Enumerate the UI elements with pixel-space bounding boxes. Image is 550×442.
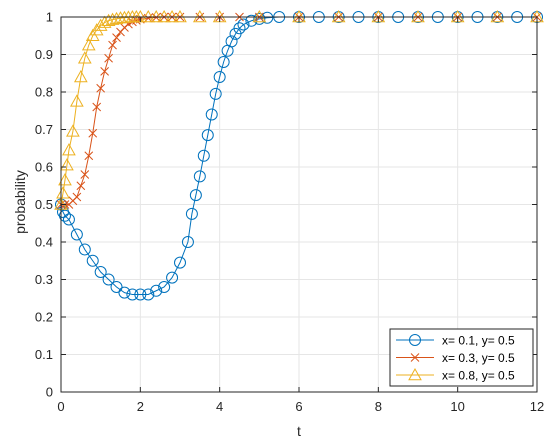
data-point [213,71,226,83]
y-axis-label: probability [12,170,28,234]
y-tick-label: 0.6 [35,160,53,175]
data-point [102,273,115,286]
data-point [490,9,505,23]
data-point [205,108,218,121]
data-point [73,69,88,83]
y-tick-label: 0.7 [35,122,53,137]
legend-label: x= 0.1, y= 0.5 [442,334,515,348]
data-point [66,124,80,137]
data-point [62,143,76,156]
data-point [142,288,155,301]
data-point [331,9,346,23]
y-tick-label: 0.2 [35,310,53,325]
data-point [77,51,92,64]
data-point [104,53,113,63]
data-point [86,254,99,267]
data-point [126,288,139,301]
data-point [110,281,123,293]
y-tick-label: 0.5 [35,197,53,212]
data-point [237,18,250,31]
data-point [201,129,214,142]
legend-marker [409,334,421,346]
data-point [88,128,98,138]
data-point [252,9,267,23]
plot-area: 0 2 4 6 8 10 12 0 0.1 0.2 0.3 0.4 0.5 0.6 0.7 0.8 0.9 1 [35,10,544,415]
legend: x= 0.1, y= 0.5 x= 0.3, y= 0.5 x= 0.8, y= 0… [389,328,534,387]
data-point [100,67,109,76]
data-point [209,87,222,100]
data-point [193,170,206,183]
data-point [112,33,121,42]
data-point [150,284,163,297]
data-point [181,236,194,248]
y-tick-label: 0.1 [35,347,53,362]
data-point [70,228,83,241]
data-point [96,83,106,93]
data-point [233,22,246,35]
data-point [72,192,82,202]
data-point [109,11,124,25]
y-tick-label: 0.4 [35,235,53,250]
data-point [94,266,107,278]
data-point [245,14,258,27]
data-point [80,170,90,179]
legend-label: x= 0.3, y= 0.5 [442,351,515,365]
x-axis-label: t [297,423,301,439]
data-point [58,173,72,186]
data-point [89,23,104,36]
data-point [253,12,266,25]
data-point [92,102,102,112]
data-point [78,243,91,256]
legend-entry: x= 0.3, y= 0.5 [396,351,515,365]
data-point [189,189,202,202]
data-point [411,9,425,23]
data-point [149,9,164,23]
data-point [105,12,120,25]
data-point [197,149,210,162]
data-point [62,213,75,226]
data-point [185,207,198,220]
data-point [84,151,94,161]
legend-marker [410,353,420,362]
legend-marker [408,367,422,381]
x-tick-label: 0 [57,399,64,414]
data-point [217,56,230,68]
x-tick-label: 8 [375,399,382,414]
legend-label: x= 0.8, y= 0.5 [442,369,515,383]
y-tick-label: 0.3 [35,272,53,287]
data-point [70,94,84,107]
data-point [166,271,179,284]
data-point [108,40,117,50]
data-point [192,9,207,23]
y-tick-label: 0 [46,385,53,400]
data-point [158,281,171,293]
data-point [60,158,74,171]
data-point [134,288,147,301]
data-point [93,18,108,31]
data-point [225,35,238,48]
data-point [165,9,179,23]
y-tick-label: 1 [46,10,53,25]
data-point [81,38,96,51]
x-tick-label: 12 [530,399,544,414]
legend-entry: x= 0.8, y= 0.5 [396,367,515,383]
data-point [157,9,171,23]
data-point [141,9,156,23]
x-tick-label: 10 [450,399,464,414]
data-point [173,9,187,23]
data-point [56,186,70,199]
data-point [101,13,116,27]
data-point [58,209,71,222]
data-point [76,181,86,191]
x-tick-label: 4 [216,399,223,414]
y-tick-label: 0.9 [35,47,53,62]
y-tick-label: 0.8 [35,85,53,100]
data-point [118,286,131,299]
x-tick-label: 2 [137,399,144,414]
data-point [174,256,186,269]
data-point [261,11,274,24]
legend-entry: x= 0.1, y= 0.5 [396,334,515,348]
x-tick-label: 6 [295,399,302,414]
